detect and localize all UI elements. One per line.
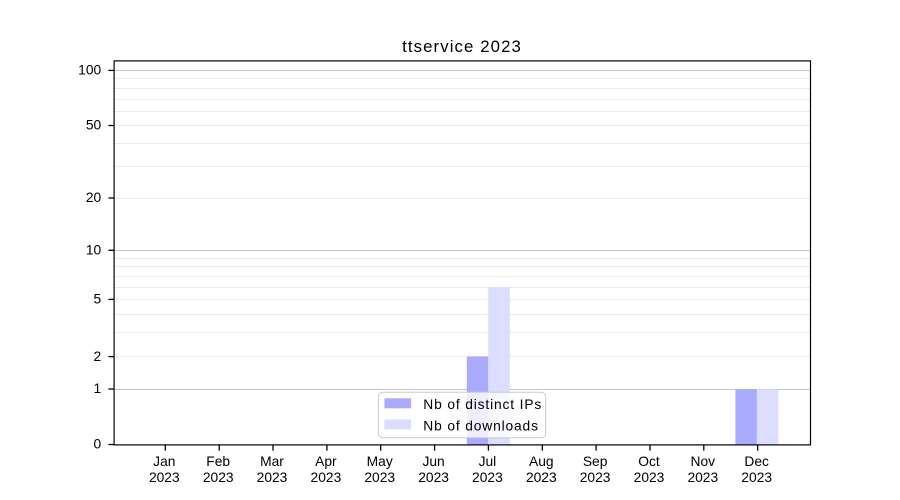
svg-text:50: 50 [86, 118, 102, 133]
svg-text:0: 0 [94, 437, 102, 452]
svg-text:Apr: Apr [315, 454, 337, 469]
svg-text:Dec: Dec [744, 454, 769, 469]
svg-text:Jan: Jan [153, 454, 175, 469]
svg-text:2023: 2023 [741, 470, 772, 485]
svg-text:2023: 2023 [149, 470, 180, 485]
svg-text:Mar: Mar [260, 454, 284, 469]
svg-text:Nb of downloads: Nb of downloads [423, 418, 539, 433]
svg-text:2023: 2023 [687, 470, 718, 485]
svg-text:Nov: Nov [691, 454, 716, 469]
svg-text:10: 10 [86, 243, 102, 258]
svg-text:Sep: Sep [583, 454, 608, 469]
svg-text:2023: 2023 [311, 470, 342, 485]
svg-text:1: 1 [94, 381, 102, 396]
svg-text:2023: 2023 [580, 470, 611, 485]
svg-text:2023: 2023 [257, 470, 288, 485]
svg-text:Nb of distinct IPs: Nb of distinct IPs [423, 397, 542, 412]
svg-text:100: 100 [78, 63, 101, 78]
svg-text:2023: 2023 [526, 470, 557, 485]
svg-text:Jul: Jul [479, 454, 497, 469]
svg-text:2023: 2023 [418, 470, 449, 485]
svg-text:2023: 2023 [203, 470, 234, 485]
svg-text:2023: 2023 [364, 470, 395, 485]
svg-text:Aug: Aug [529, 454, 554, 469]
svg-text:ttservice 2023: ttservice 2023 [402, 37, 522, 56]
svg-text:2023: 2023 [634, 470, 665, 485]
svg-text:May: May [367, 454, 393, 469]
svg-text:2023: 2023 [472, 470, 503, 485]
svg-text:5: 5 [94, 292, 102, 307]
svg-text:Jun: Jun [422, 454, 444, 469]
svg-text:Feb: Feb [206, 454, 230, 469]
svg-text:20: 20 [86, 190, 102, 205]
svg-text:2: 2 [94, 349, 102, 364]
svg-text:Oct: Oct [638, 454, 660, 469]
